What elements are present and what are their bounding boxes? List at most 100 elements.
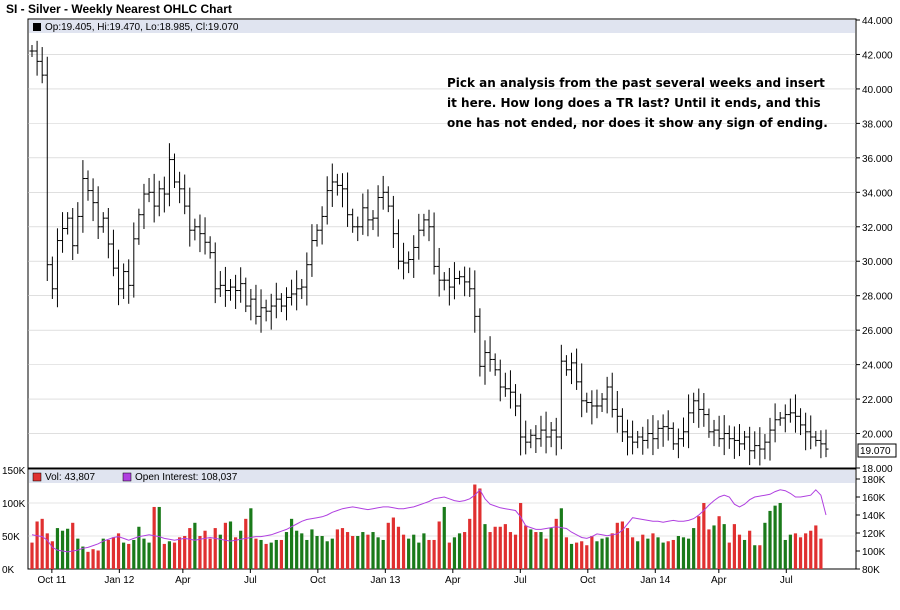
ohlc-bar (574, 348, 580, 390)
volume-bar (610, 533, 614, 569)
ohlc-bar (716, 415, 722, 447)
ohlc-bar (187, 187, 193, 247)
ohlc-bar (665, 410, 671, 441)
volume-bar (544, 538, 548, 569)
volume-bar (442, 506, 446, 569)
volume-bar (86, 551, 90, 569)
volume-bar (386, 522, 390, 569)
volume-bar (534, 532, 538, 569)
volume-bar (300, 533, 304, 569)
volume-bar (371, 532, 375, 569)
volume-bar (727, 542, 731, 569)
ohlc-bar (233, 274, 239, 309)
ohlc-bar (477, 308, 483, 377)
ohlc-bar (619, 408, 625, 442)
volume-bar (809, 530, 813, 569)
ohlc-bar (273, 282, 279, 319)
volume-bar (162, 543, 166, 569)
ohlc-bar (365, 189, 371, 237)
ohlc-bar (523, 420, 529, 455)
volume-header-band (29, 470, 855, 483)
ohlc-bar (798, 408, 804, 436)
price-tick-label: 24.000 (862, 361, 893, 372)
date-tick-label: Jan 12 (104, 575, 134, 586)
ohlc-bar (487, 336, 493, 372)
volume-bar (335, 529, 339, 569)
ohlc-bar (813, 430, 819, 447)
ohlc-bar (808, 415, 814, 450)
volume-bar (793, 533, 798, 569)
ohlc-bar (95, 186, 101, 240)
volume-bar (305, 539, 309, 569)
ohlc-bar (406, 251, 412, 274)
volume-bar (585, 545, 589, 569)
volume-bar (615, 522, 619, 569)
volume-bar (742, 539, 747, 569)
volume-bar (630, 537, 635, 569)
ohlc-bar (441, 272, 447, 291)
price-tick-label: 22.000 (862, 395, 893, 406)
open-interest-tick-label: 80K (862, 565, 880, 576)
ohlc-bar (553, 417, 559, 456)
last-price-box (857, 443, 897, 458)
volume-bar (763, 522, 767, 569)
volume-bar (60, 530, 65, 569)
open-interest-tick-label: 160K (862, 493, 886, 504)
volume-bar (330, 538, 334, 569)
open-interest-line (31, 488, 827, 553)
volume-bar (376, 537, 380, 569)
ohlc-bar (319, 206, 325, 245)
ohlc-bar (614, 390, 620, 433)
ohlc-bar (457, 270, 463, 285)
ohlc-bar (670, 422, 676, 450)
volume-bar (661, 542, 665, 569)
ohlc-bar (604, 376, 610, 414)
date-tick-label: Jan 13 (370, 575, 400, 586)
volume-bar (437, 521, 441, 569)
price-series (29, 40, 829, 466)
volume-bar (116, 533, 121, 569)
volume-bar (412, 534, 416, 569)
volume-series (30, 484, 823, 569)
price-tick-label: 32.000 (862, 223, 893, 234)
volume-bar (249, 508, 253, 569)
volume-bar (152, 506, 156, 569)
note-line-1: Pick an analysis from the past several w… (447, 76, 825, 90)
open-interest-legend-swatch (122, 472, 132, 482)
ohlc-bar (726, 425, 732, 449)
ohlc-bar (283, 287, 289, 321)
volume-bar (325, 541, 329, 569)
ohlc-bar (635, 430, 641, 449)
ohlc-bar (207, 236, 213, 259)
volume-bar (819, 538, 823, 569)
volume-bar (778, 503, 782, 569)
volume-bar (76, 538, 80, 569)
ohlc-bar (177, 171, 183, 204)
ohlc-bar (253, 284, 259, 325)
ohlc-bar (29, 44, 35, 58)
ohlc-bar (166, 143, 172, 207)
price-panel (27, 18, 857, 469)
ohlc-bar (543, 411, 549, 454)
ohlc-bar (762, 434, 768, 460)
ohlc-bar (589, 390, 595, 425)
volume-bar (396, 526, 401, 569)
ohlc-bar (451, 262, 457, 300)
ohlc-bar (696, 388, 702, 428)
volume-bar (768, 510, 772, 569)
ohlc-bar (212, 242, 218, 304)
volume-bar (310, 529, 314, 569)
ohlc-bar (238, 267, 244, 303)
ohlc-bar (136, 208, 142, 245)
volume-bar (513, 534, 518, 569)
chart-title: SI - Silver - Weekly Nearest OHLC Chart (6, 2, 232, 16)
price-tick-label: 42.000 (862, 50, 893, 61)
ohlc-bar (563, 355, 569, 376)
ohlc-bar (721, 415, 727, 456)
analysis-note: Pick an analysis from the past several w… (447, 76, 828, 130)
ohlc-bar (431, 212, 437, 275)
volume-bar (641, 534, 645, 569)
volume-bar (188, 528, 192, 569)
ohlc-bar (355, 216, 361, 242)
volume-bar (483, 524, 487, 569)
